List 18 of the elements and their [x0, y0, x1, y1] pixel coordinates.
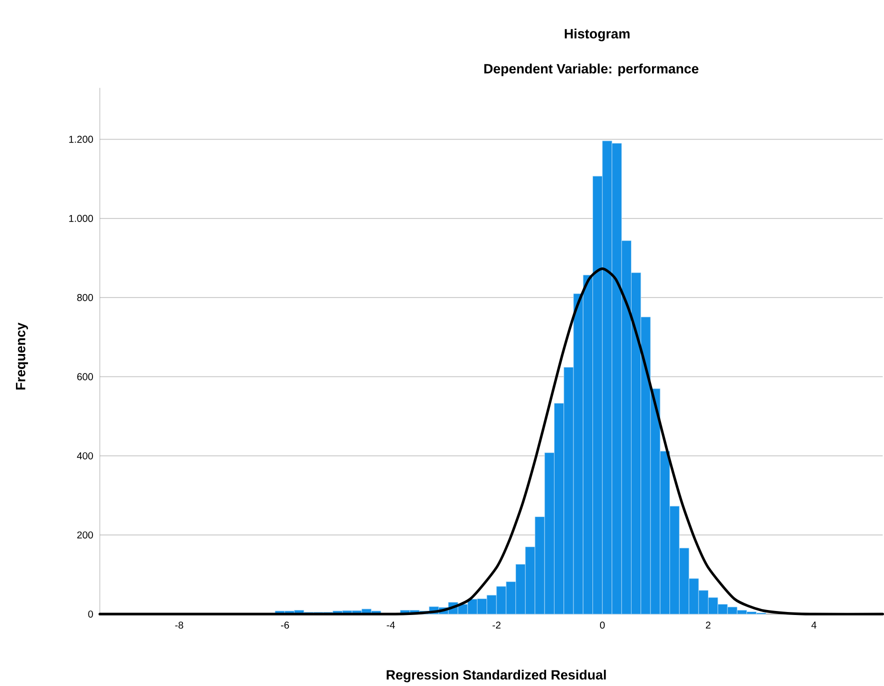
y-tick-label: 1.000 — [69, 214, 93, 222]
chart-subtitle: Dependent Variable: performance — [484, 64, 698, 76]
y-tick-label: 600 — [77, 373, 93, 380]
x-tick-label: -2 — [492, 622, 501, 629]
y-tick-label: 200 — [77, 531, 93, 538]
y-tick-label: 1.200 — [69, 136, 93, 143]
x-tick-label: 2 — [706, 622, 710, 629]
y-tick-label: 800 — [77, 294, 93, 302]
y-axis-title: Frequency — [16, 322, 28, 390]
x-tick-label: 4 — [811, 622, 816, 628]
x-tick-label: -8 — [175, 622, 184, 629]
x-axis-title: Regression Standardized Residual — [386, 670, 606, 682]
chart-title: Histogram — [564, 28, 630, 42]
y-tick-label: 0 — [88, 610, 93, 618]
y-tick-label: 400 — [76, 452, 93, 460]
x-tick-label: 0 — [600, 622, 605, 629]
x-tick-label: -4 — [386, 622, 395, 628]
x-tick-label: -6 — [281, 622, 289, 629]
